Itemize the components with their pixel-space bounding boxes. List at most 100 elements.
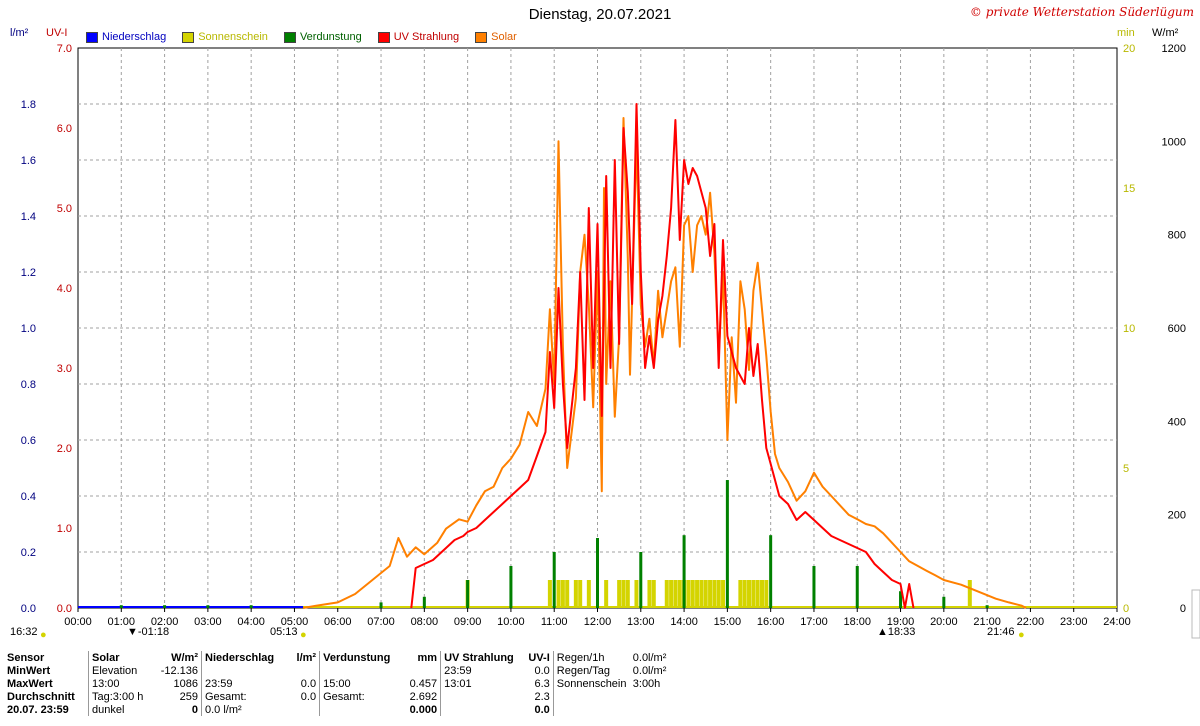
- y-tick-label-uv: 2.0: [57, 443, 72, 455]
- sunshine-bar: [673, 580, 678, 608]
- evaporation-bar: [899, 591, 903, 608]
- sunshine-bar: [547, 580, 552, 608]
- x-tick-label: 10:00: [497, 616, 525, 628]
- legend-item-niederschlag: Niederschlag: [86, 31, 166, 43]
- legend-label-niederschlag: Niederschlag: [102, 31, 167, 43]
- sunshine-bar: [755, 580, 760, 608]
- stats-header-evap: Verdunstung: [319, 651, 395, 664]
- y-tick-label-uv: 6.0: [57, 123, 72, 135]
- y-tick-label-solar: 1200: [1162, 43, 1186, 55]
- legend-label-solar: Solar: [491, 31, 517, 43]
- extra-value-2: 3:00h: [632, 677, 661, 690]
- sunshine-bar: [712, 580, 717, 608]
- y-tick-label-solar: 0: [1180, 603, 1186, 615]
- x-tick-label: 13:00: [627, 616, 655, 628]
- legend-swatch-verdunstung: [283, 31, 296, 43]
- y-tick-label-solar: 800: [1168, 230, 1186, 242]
- unit-precip: l/m²: [10, 27, 29, 39]
- y-tick-label-uv: 7.0: [57, 43, 72, 55]
- y-tick-label-precip: 0.4: [21, 491, 36, 503]
- sunset-time: ▲18:33: [877, 626, 916, 638]
- evaporation-bar: [855, 566, 859, 608]
- stats-evap-value: 2.692: [409, 690, 438, 703]
- evaporation-bar: [379, 602, 383, 608]
- stats-uv-value: 2.3: [534, 690, 550, 703]
- stats-header-sensor: Sensor: [7, 651, 45, 664]
- x-tick-label: 23:00: [1060, 616, 1088, 628]
- sunshine-bar: [560, 580, 565, 608]
- x-tick-label: 08:00: [411, 616, 439, 628]
- x-tick-label: 24:00: [1103, 616, 1131, 628]
- x-tick-label: 00:00: [64, 616, 92, 628]
- extra-empty: [630, 690, 684, 703]
- y-tick-label-solar: 600: [1168, 323, 1186, 335]
- x-tick-label: 22:00: [1017, 616, 1045, 628]
- sunshine-bar: [699, 580, 704, 608]
- stats-solar-label: Elevation: [88, 664, 155, 677]
- stats-uv-label: [440, 703, 517, 716]
- y-tick-label-solar: 400: [1168, 416, 1186, 428]
- stats-header-evap-unit: mm: [417, 651, 438, 664]
- stats-precip-label: Gesamt:: [201, 690, 278, 703]
- sunshine-bar: [573, 580, 578, 608]
- sun-icon-left: ●: [40, 629, 47, 641]
- extra-label-1: Regen/Tag: [552, 664, 630, 677]
- legend-item-verdunstung: Verdunstung: [283, 31, 362, 43]
- stats-solar-value: 1086: [173, 677, 198, 690]
- stats-header-uv: UV Strahlung: [440, 651, 517, 664]
- stats-precip-value: 0.0: [300, 677, 317, 690]
- stats-uv-label: 13:01: [440, 677, 517, 690]
- y-tick-label-sunshine: 10: [1123, 323, 1135, 335]
- evaporation-bar: [466, 580, 470, 608]
- stats-row-label: 20.07. 23:59: [7, 703, 69, 716]
- stats-row-label: Durchschnitt: [7, 690, 75, 703]
- extra-value-0: 0.0l/m²: [632, 651, 667, 664]
- y-tick-label-sunshine: 5: [1123, 463, 1129, 475]
- legend-label-verdunstung: Verdunstung: [299, 31, 362, 43]
- stats-solar-label: Tag:3:00 h: [88, 690, 155, 703]
- stats-evap-value: 0.457: [409, 677, 438, 690]
- stats-uv-label: 23:59: [440, 664, 517, 677]
- mini-plot: [1191, 589, 1200, 639]
- chart-title: Dienstag, 20.07.2021: [528, 6, 672, 23]
- sunshine-bar: [617, 580, 622, 608]
- evaporation-bar: [509, 566, 513, 608]
- y-tick-label-uv: 5.0: [57, 203, 72, 215]
- sunshine-bar: [690, 580, 695, 608]
- sunshine-bar: [721, 580, 726, 608]
- sunshine-bar: [669, 580, 674, 608]
- y-tick-label-uv: 1.0: [57, 523, 72, 535]
- unit-uv: UV-I: [46, 27, 68, 39]
- y-tick-label-precip: 1.2: [21, 267, 36, 279]
- stats-row: MaxWert 13:00 1086 23:59 0.0 15:00 0.457…: [4, 677, 684, 690]
- stats-solar-value: -12.136: [160, 664, 198, 677]
- stats-row-label: MaxWert: [7, 677, 53, 690]
- evaporation-bar: [769, 535, 773, 608]
- sunshine-bar: [634, 580, 639, 608]
- x-tick-label: 09:00: [454, 616, 482, 628]
- x-tick-label: 06:00: [324, 616, 352, 628]
- extra-label-0: Regen/1h: [552, 651, 630, 664]
- stats-evap-label: [319, 664, 395, 677]
- sunrise-time: 05:13: [270, 626, 298, 638]
- stats-row: Durchschnitt Tag:3:00 h 259 Gesamt: 0.0 …: [4, 690, 684, 703]
- legend-swatch-sonnenschein: [182, 31, 195, 43]
- legend-swatch-solar: [475, 31, 488, 43]
- sunshine-bar: [625, 580, 630, 608]
- y-tick-label-precip: 0.0: [21, 603, 36, 615]
- x-tick-label: 11:00: [541, 616, 568, 628]
- stats-header-row: Sensor Solar W/m² Niederschlag l/m² Verd…: [4, 651, 684, 664]
- stats-uv-label: [440, 690, 517, 703]
- x-tick-label: 21:00: [973, 616, 1001, 628]
- sunshine-bar: [647, 580, 652, 608]
- legend-swatch-uv: [377, 31, 390, 43]
- sunshine-bar: [686, 580, 691, 608]
- sunshine-bar: [565, 580, 570, 608]
- sunshine-bar: [664, 580, 669, 608]
- evaporation-bar: [725, 480, 729, 608]
- sunshine-bar: [578, 580, 583, 608]
- stats-precip-label: [201, 664, 278, 677]
- stats-solar-value: 0: [191, 703, 198, 716]
- y-tick-label-uv: 4.0: [57, 283, 72, 295]
- x-tick-label: 03:00: [194, 616, 222, 628]
